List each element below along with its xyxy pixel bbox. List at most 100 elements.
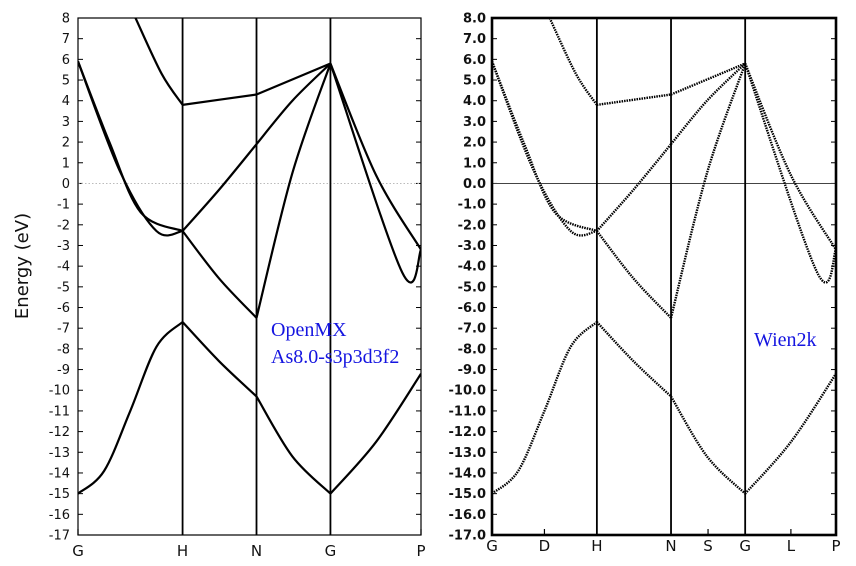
band-line	[669, 63, 747, 319]
annotation-openmx-line1: OpenMX	[271, 319, 347, 341]
y-tick-label: 5	[62, 74, 70, 89]
y-tick-label: -6	[57, 301, 70, 316]
band-line	[78, 61, 183, 237]
kpoint-label: N	[251, 542, 262, 560]
y-tick-label: 0.0	[463, 177, 486, 192]
band-line	[492, 321, 598, 495]
y-tick-label: -7	[57, 322, 70, 337]
y-tick-label: -5	[57, 280, 70, 295]
band-line	[255, 62, 332, 145]
kpoint-label: G	[739, 537, 751, 555]
y-tick-label: -17	[49, 529, 70, 544]
band-line	[744, 373, 836, 495]
plot-frame	[490, 16, 838, 537]
band-line	[78, 61, 184, 233]
band-line	[596, 321, 672, 398]
annotation-wien2k: Wien2k	[754, 329, 817, 351]
kpoint-label: S	[703, 537, 713, 555]
y-tick-label: -12.0	[449, 425, 486, 440]
band-line	[595, 230, 672, 319]
y-tick-label: 1.0	[463, 156, 486, 171]
y-tick-label: 6	[62, 53, 70, 68]
y-tick-label: 6.0	[463, 53, 486, 68]
kpoint-label: G	[486, 537, 498, 555]
y-tick-label: 2.0	[463, 136, 486, 151]
openmx-panel: 8 7 6 5 4 3 2 1 0 -1 -2 -3 -4 -5 -6 -7 -8 -9 -10 -11 -12 -13 -…	[49, 12, 426, 561]
y-tick-label: -14	[49, 466, 70, 481]
y-tick-label: -8.0	[458, 342, 486, 357]
kpoint-label: P	[831, 537, 840, 555]
kpoint-label: H	[591, 537, 602, 555]
y-tick-label: -14.0	[449, 466, 486, 481]
band-line	[181, 230, 258, 319]
kpoint-label: H	[177, 542, 188, 560]
y-tick-label: 7	[62, 32, 70, 47]
y-tick-label: 1	[62, 156, 70, 171]
band-line	[182, 93, 257, 106]
y-tick-label: -15	[49, 487, 70, 502]
y-tick-label: -9	[57, 363, 70, 378]
band-line	[256, 62, 331, 96]
y-tick-label: -15.0	[449, 487, 486, 502]
y-tick-label: -1.0	[458, 198, 486, 213]
y-tick-label: 7.0	[463, 32, 486, 47]
y-tick-label: -3.0	[458, 239, 486, 254]
y-tick-label: 8	[62, 12, 70, 27]
y-tick-label: -5.0	[458, 280, 486, 295]
y-tick-label: -7.0	[458, 322, 486, 337]
band-line	[255, 63, 332, 319]
band-line	[669, 395, 747, 495]
band-line	[744, 63, 836, 251]
band-line	[181, 143, 258, 232]
y-tick-label: 5.0	[463, 74, 486, 89]
y-tick-label: -11	[49, 404, 70, 419]
y-tick-label: -10	[49, 384, 70, 399]
y-tick-label: -4	[57, 260, 70, 275]
y-tick-label: -16	[49, 508, 70, 523]
y-tick-label: -13.0	[449, 446, 486, 461]
annotation-openmx-line2: As8.0-s3p3d3f2	[271, 346, 399, 368]
band-line	[670, 62, 746, 96]
y-axis-label: Energy (eV)	[12, 213, 33, 319]
bands-group	[492, 18, 836, 495]
y-tick-label: -2.0	[458, 218, 486, 233]
band-line	[548, 18, 598, 106]
band-line	[329, 63, 421, 284]
wien2k-panel: 8.0 7.0 6.0 5.0 4.0 3.0 2.0 1.0 0.0 -1.0 -2.0 -3.0 -…	[449, 12, 841, 556]
y-tick-label: -9.0	[458, 363, 486, 378]
y-tick-label: -3	[57, 239, 70, 254]
y-tick-label: 8.0	[463, 12, 486, 27]
y-tick-label: -16.0	[449, 508, 486, 523]
band-line	[255, 395, 332, 495]
y-tick-label: 4	[62, 94, 70, 109]
kpoint-label: G	[72, 542, 84, 560]
kpoint-label: D	[539, 537, 551, 555]
band-line	[181, 321, 258, 398]
bands-group	[78, 18, 421, 495]
plot-frame	[77, 17, 422, 536]
y-tick-label: -11.0	[449, 404, 486, 419]
band-line	[329, 373, 421, 495]
y-tick-label: 3.0	[463, 115, 486, 130]
y-tick-label: 2	[62, 136, 70, 151]
band-line	[492, 60, 598, 237]
y-tick-label: 0	[62, 177, 70, 192]
band-line	[492, 60, 598, 233]
kpoint-label: P	[416, 542, 425, 560]
band-line	[329, 63, 421, 251]
band-line	[134, 18, 184, 106]
band-line	[596, 93, 672, 107]
band-line	[595, 143, 672, 232]
band-line	[670, 62, 747, 145]
kpoint-label: G	[325, 542, 337, 560]
kpoint-label: N	[665, 537, 676, 555]
y-tick-label: -6.0	[458, 301, 486, 316]
y-tick-label: -8	[57, 342, 70, 357]
y-tick-label: 4.0	[463, 94, 486, 109]
y-tick-label: -17.0	[449, 529, 486, 544]
y-tick-label: -1	[57, 198, 70, 213]
y-tick-label: -4.0	[458, 260, 486, 275]
y-tick-label: -2	[57, 218, 70, 233]
band-line	[78, 321, 184, 495]
